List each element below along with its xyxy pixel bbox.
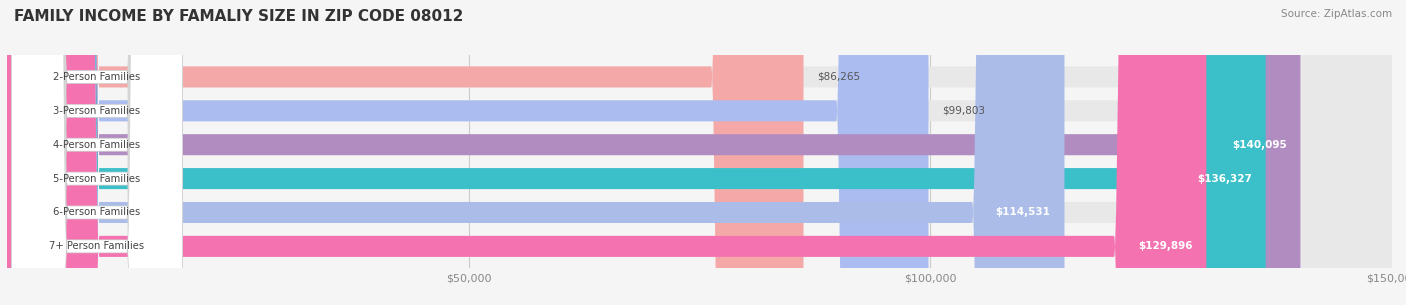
Text: 3-Person Families: 3-Person Families	[53, 106, 141, 116]
FancyBboxPatch shape	[7, 0, 1392, 305]
FancyBboxPatch shape	[7, 0, 1206, 305]
Text: $114,531: $114,531	[995, 207, 1050, 217]
FancyBboxPatch shape	[11, 0, 183, 305]
Text: Source: ZipAtlas.com: Source: ZipAtlas.com	[1281, 9, 1392, 19]
Text: FAMILY INCOME BY FAMALIY SIZE IN ZIP CODE 08012: FAMILY INCOME BY FAMALIY SIZE IN ZIP COD…	[14, 9, 464, 24]
Text: $86,265: $86,265	[817, 72, 860, 82]
FancyBboxPatch shape	[7, 0, 928, 305]
FancyBboxPatch shape	[7, 0, 1301, 305]
Text: $136,327: $136,327	[1197, 174, 1251, 184]
Text: 4-Person Families: 4-Person Families	[53, 140, 141, 150]
FancyBboxPatch shape	[11, 0, 183, 305]
Text: $129,896: $129,896	[1137, 241, 1192, 251]
FancyBboxPatch shape	[7, 0, 1392, 305]
FancyBboxPatch shape	[11, 0, 183, 305]
FancyBboxPatch shape	[7, 0, 803, 305]
FancyBboxPatch shape	[7, 0, 1392, 305]
FancyBboxPatch shape	[7, 0, 1392, 305]
FancyBboxPatch shape	[7, 0, 1392, 305]
FancyBboxPatch shape	[11, 0, 183, 305]
FancyBboxPatch shape	[7, 0, 1265, 305]
Text: $140,095: $140,095	[1232, 140, 1286, 150]
Text: 7+ Person Families: 7+ Person Families	[49, 241, 145, 251]
Text: 6-Person Families: 6-Person Families	[53, 207, 141, 217]
Text: 2-Person Families: 2-Person Families	[53, 72, 141, 82]
FancyBboxPatch shape	[11, 0, 183, 305]
Text: $99,803: $99,803	[942, 106, 986, 116]
FancyBboxPatch shape	[7, 0, 1392, 305]
FancyBboxPatch shape	[11, 0, 183, 305]
Text: 5-Person Families: 5-Person Families	[53, 174, 141, 184]
FancyBboxPatch shape	[7, 0, 1064, 305]
